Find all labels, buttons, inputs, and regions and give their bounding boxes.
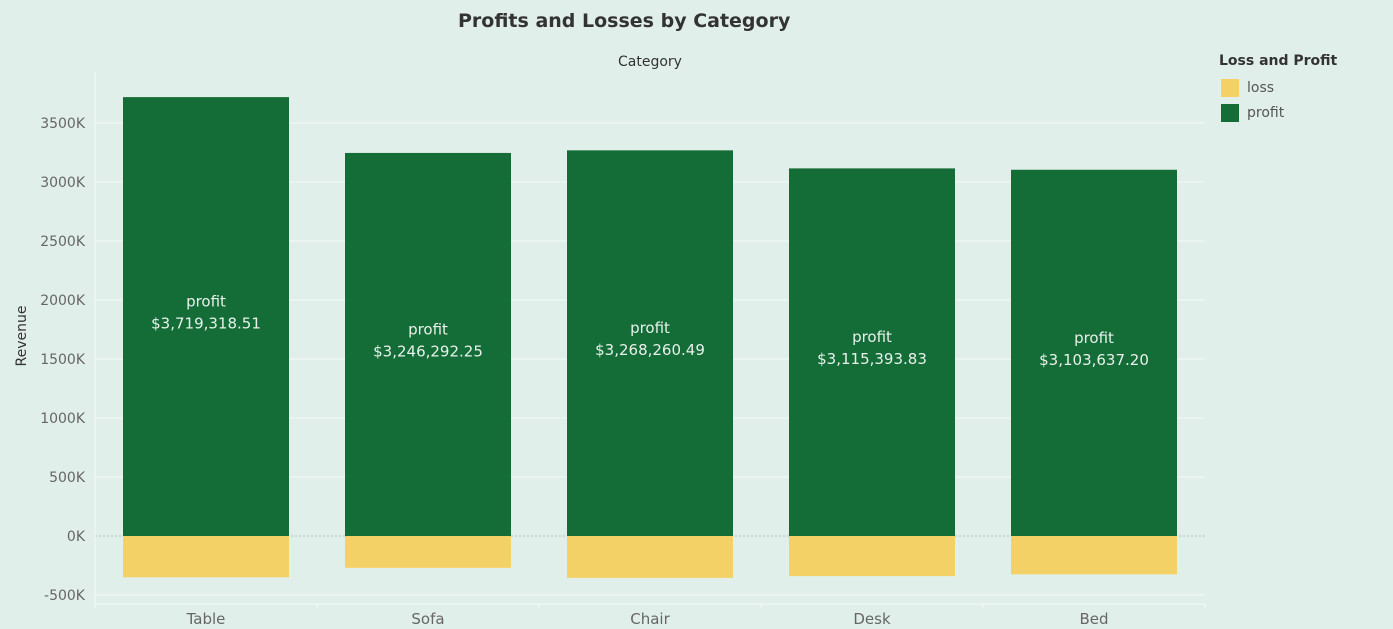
x-tick-label: Sofa <box>411 610 444 628</box>
bar-loss-sofa <box>345 536 511 568</box>
legend-item-profit[interactable]: profit <box>1219 100 1337 125</box>
legend-label-profit: profit <box>1247 104 1285 121</box>
y-tick-label: 1000K <box>40 411 86 427</box>
y-tick-label: 0K <box>67 529 86 545</box>
legend-swatch-loss <box>1221 78 1239 97</box>
bar-loss-table <box>123 536 289 578</box>
data-label-value: $3,103,637.20 <box>1039 351 1149 369</box>
bar-profit-sofa <box>345 152 511 537</box>
x-tick-label: Desk <box>853 610 891 628</box>
data-label-series: profit <box>630 319 670 337</box>
bar-loss-desk <box>789 536 955 577</box>
legend-title: Loss and Profit <box>1219 53 1338 69</box>
data-label-value: $3,719,318.51 <box>151 315 261 333</box>
y-tick-label: 500K <box>49 470 86 486</box>
legend-label-loss: loss <box>1247 79 1275 96</box>
y-axis-title: Revenue <box>14 306 30 367</box>
data-label-series: profit <box>1074 329 1114 347</box>
data-label-series: profit <box>186 293 226 311</box>
legend-item-loss[interactable]: loss <box>1219 75 1337 100</box>
y-tick-label: 1500K <box>40 352 86 368</box>
column-header: Category <box>618 54 682 70</box>
legend: Loss and Profit loss profit <box>1219 53 1337 125</box>
bar-profit-bed <box>1011 169 1177 536</box>
bar-profit-desk <box>789 168 955 536</box>
y-tick-label: 3500K <box>40 116 86 132</box>
bar-loss-chair <box>567 536 733 578</box>
bar-profit-chair <box>567 150 733 536</box>
data-label-value: $3,268,260.49 <box>595 341 705 359</box>
x-tick-label: Table <box>186 610 226 628</box>
data-label-value: $3,246,292.25 <box>373 342 483 360</box>
x-tick-label: Bed <box>1079 610 1108 628</box>
x-tick-label: Chair <box>630 610 670 628</box>
legend-swatch-profit <box>1221 103 1239 122</box>
y-tick-label: 3000K <box>40 175 86 191</box>
y-tick-label: -500K <box>44 588 86 604</box>
data-label-series: profit <box>852 328 892 346</box>
data-label-series: profit <box>408 320 448 338</box>
data-label-value: $3,115,393.83 <box>817 350 927 368</box>
bar-loss-bed <box>1011 536 1177 575</box>
bar-profit-table <box>123 97 289 536</box>
y-tick-label: 2500K <box>40 234 86 250</box>
chart-title: Profits and Losses by Category <box>458 10 791 32</box>
y-tick-label: 2000K <box>40 293 86 309</box>
